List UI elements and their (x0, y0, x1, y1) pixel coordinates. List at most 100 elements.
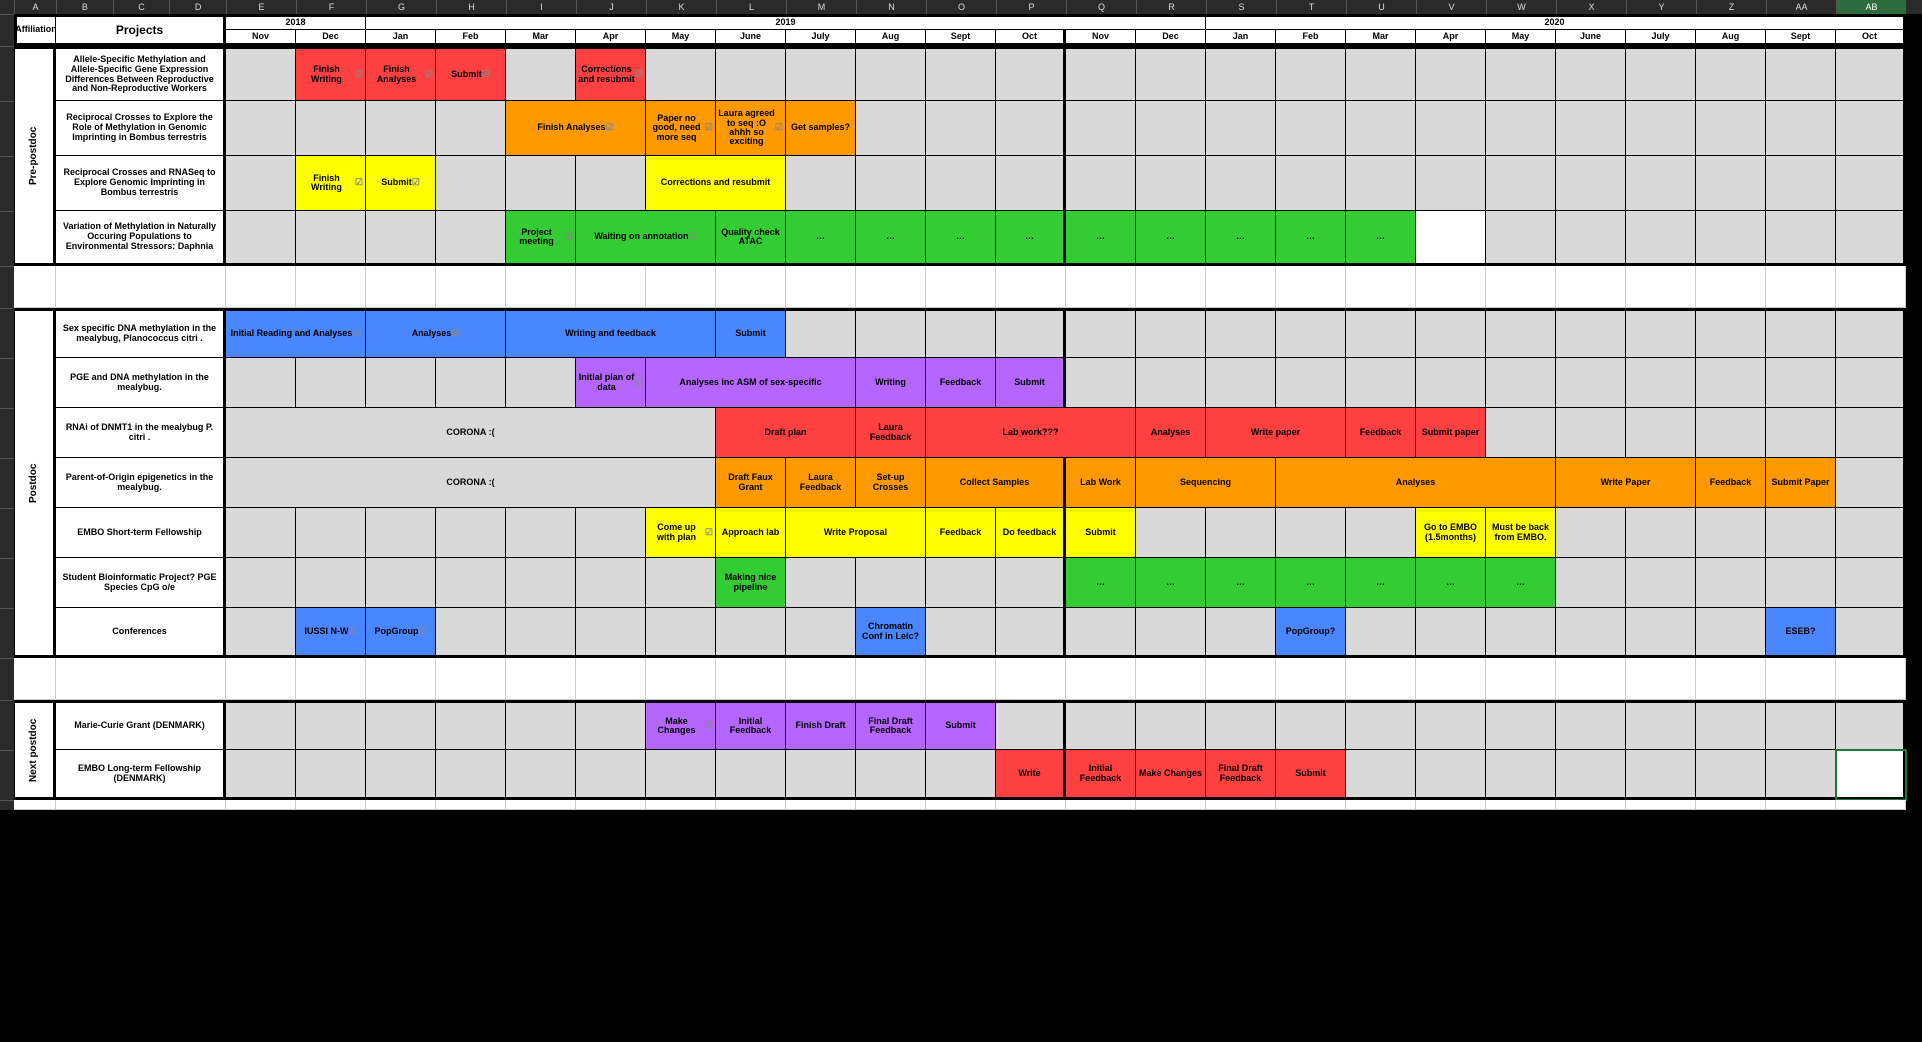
empty-cell[interactable] (926, 558, 996, 608)
task-cell[interactable]: Feedback (926, 358, 996, 408)
empty-cell[interactable] (1066, 308, 1136, 358)
empty-cell[interactable] (1276, 101, 1346, 156)
empty-cell[interactable] (716, 46, 786, 101)
empty-cell[interactable] (1486, 308, 1556, 358)
empty-cell[interactable] (226, 700, 296, 750)
empty-cell[interactable] (1626, 558, 1696, 608)
empty-cell[interactable] (576, 156, 646, 211)
empty-cell[interactable] (576, 700, 646, 750)
empty-cell[interactable] (1766, 211, 1836, 266)
empty-cell[interactable] (1486, 101, 1556, 156)
empty-cell[interactable] (1346, 608, 1416, 658)
task-cell[interactable]: … (786, 211, 856, 266)
task-cell[interactable]: Draft Faux Grant (716, 458, 786, 508)
empty-cell[interactable] (1206, 700, 1276, 750)
empty-cell[interactable] (226, 358, 296, 408)
task-cell[interactable]: CORONA :( (226, 458, 716, 508)
col-header-F[interactable]: F (296, 0, 366, 14)
task-cell[interactable]: Corrections and resubmit ☑ (576, 46, 646, 101)
col-header-S[interactable]: S (1206, 0, 1276, 14)
empty-cell[interactable] (1556, 308, 1626, 358)
task-cell[interactable]: Finish Analyses ☑ (506, 101, 646, 156)
col-header-E[interactable]: E (226, 0, 296, 14)
empty-cell[interactable] (576, 608, 646, 658)
empty-cell[interactable] (856, 308, 926, 358)
empty-cell[interactable] (1066, 101, 1136, 156)
task-cell[interactable]: … (1066, 558, 1136, 608)
empty-cell[interactable] (1556, 608, 1626, 658)
empty-cell[interactable] (436, 508, 506, 558)
task-cell[interactable]: Submit ☑ (436, 46, 506, 101)
empty-cell[interactable] (1556, 508, 1626, 558)
task-cell[interactable]: Feedback (1346, 408, 1416, 458)
empty-cell[interactable] (436, 101, 506, 156)
task-cell[interactable]: IUSSI N-W ☑ (296, 608, 366, 658)
empty-cell[interactable] (1416, 156, 1486, 211)
empty-cell[interactable] (1626, 750, 1696, 800)
empty-cell[interactable] (1696, 358, 1766, 408)
empty-cell[interactable] (1626, 358, 1696, 408)
task-cell[interactable]: … (1206, 211, 1276, 266)
empty-cell[interactable] (786, 558, 856, 608)
empty-cell[interactable] (1206, 101, 1276, 156)
task-cell[interactable]: … (856, 211, 926, 266)
col-header-N[interactable]: N (856, 0, 926, 14)
empty-cell[interactable] (1206, 508, 1276, 558)
empty-cell[interactable] (1696, 101, 1766, 156)
col-header-AA[interactable]: AA (1766, 0, 1836, 14)
empty-cell[interactable] (506, 156, 576, 211)
empty-cell[interactable] (926, 608, 996, 658)
col-header-A[interactable]: A (14, 0, 56, 14)
empty-cell[interactable] (576, 508, 646, 558)
empty-cell[interactable] (366, 358, 436, 408)
task-cell[interactable]: Submit Paper (1766, 458, 1836, 508)
task-cell[interactable]: Finish Writing ☑ (296, 156, 366, 211)
task-cell[interactable]: … (1486, 558, 1556, 608)
col-header-R[interactable]: R (1136, 0, 1206, 14)
empty-cell[interactable] (1346, 101, 1416, 156)
task-cell[interactable]: Analyses ☑ (366, 308, 506, 358)
empty-cell[interactable] (366, 750, 436, 800)
empty-cell[interactable] (1626, 101, 1696, 156)
col-header-C[interactable]: C (113, 0, 170, 14)
empty-cell[interactable] (1766, 750, 1836, 800)
task-cell[interactable]: PopGroup? (1276, 608, 1346, 658)
empty-cell[interactable] (436, 700, 506, 750)
empty-cell[interactable] (226, 750, 296, 800)
grid-content[interactable]: AffiliationProjects201820192020NovDecJan… (14, 14, 1922, 810)
col-header-U[interactable]: U (1346, 0, 1416, 14)
empty-cell[interactable] (576, 558, 646, 608)
task-cell[interactable]: Initial Feedback (1066, 750, 1136, 800)
empty-cell[interactable] (996, 700, 1066, 750)
empty-cell[interactable] (856, 46, 926, 101)
empty-cell[interactable] (786, 46, 856, 101)
empty-cell[interactable] (1416, 211, 1486, 266)
col-header-V[interactable]: V (1416, 0, 1486, 14)
task-cell[interactable]: Analyses (1136, 408, 1206, 458)
col-header-T[interactable]: T (1276, 0, 1346, 14)
empty-cell[interactable] (856, 156, 926, 211)
task-cell[interactable]: … (1206, 558, 1276, 608)
empty-cell[interactable] (1066, 358, 1136, 408)
empty-cell[interactable] (296, 750, 366, 800)
empty-cell[interactable] (366, 700, 436, 750)
empty-cell[interactable] (436, 358, 506, 408)
empty-cell[interactable] (1416, 750, 1486, 800)
empty-cell[interactable] (786, 608, 856, 658)
empty-cell[interactable] (1836, 211, 1906, 266)
empty-cell[interactable] (1206, 608, 1276, 658)
empty-cell[interactable] (926, 750, 996, 800)
empty-cell[interactable] (1696, 700, 1766, 750)
empty-cell[interactable] (1836, 308, 1906, 358)
empty-cell[interactable] (366, 508, 436, 558)
task-cell[interactable]: Lab Work (1066, 458, 1136, 508)
empty-cell[interactable] (226, 211, 296, 266)
empty-cell[interactable] (1766, 156, 1836, 211)
empty-cell[interactable] (786, 750, 856, 800)
task-cell[interactable]: Laura agreed to seq :O ahhh so exciting … (716, 101, 786, 156)
task-cell[interactable]: Do feedback (996, 508, 1066, 558)
empty-cell[interactable] (436, 156, 506, 211)
empty-cell[interactable] (646, 750, 716, 800)
empty-cell[interactable] (1416, 46, 1486, 101)
task-cell[interactable]: Submit paper (1416, 408, 1486, 458)
